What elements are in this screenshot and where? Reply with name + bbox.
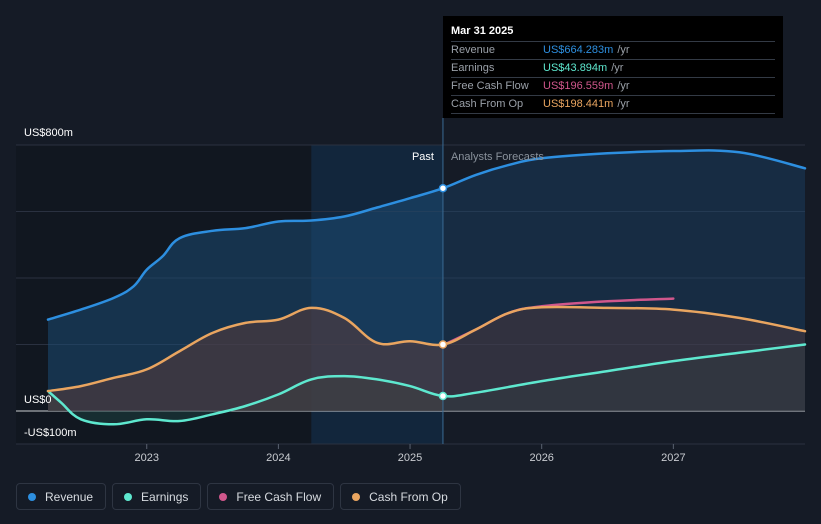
legend-item-cash-from-op[interactable]: Cash From Op — [340, 483, 461, 510]
area-cash-from-op-past — [48, 307, 443, 411]
tooltip-label: Earnings — [451, 62, 495, 74]
tooltip-row-cash-from-op: Cash From Op US$198.441m /yr — [451, 96, 775, 114]
tooltip-unit: /yr — [617, 44, 630, 56]
legend-dot-icon — [28, 492, 36, 501]
series-areas — [48, 150, 805, 425]
tooltip-unit: /yr — [611, 62, 624, 74]
area-revenue-forecast — [442, 150, 805, 411]
x-axis-ticks: 2023 2024 2025 2026 2027 — [134, 444, 686, 464]
chart-legend: Revenue Earnings Free Cash Flow Cash Fro… — [16, 483, 461, 510]
area-earnings-forecast — [442, 344, 805, 411]
tooltip-label: Cash From Op — [451, 98, 524, 110]
marker-cash-from-op — [438, 340, 448, 349]
x-tick-label: 2026 — [529, 452, 553, 464]
legend-label: Free Cash Flow — [236, 489, 322, 504]
legend-label: Cash From Op — [369, 489, 448, 504]
area-cash-from-op-forecast — [442, 306, 805, 411]
x-tick-label: 2023 — [134, 452, 158, 464]
tooltip-unit: /yr — [617, 98, 630, 110]
legend-item-earnings[interactable]: Earnings — [112, 483, 202, 510]
legend-label: Earnings — [141, 489, 189, 504]
x-tick-label: 2025 — [398, 452, 422, 464]
tooltip-row-free-cash-flow: Free Cash Flow US$196.559m /yr — [451, 78, 775, 96]
legend-dot-icon — [124, 492, 133, 501]
x-tick-label: 2027 — [661, 452, 685, 464]
tooltip-value-earnings: US$43.894m — [543, 62, 608, 74]
legend-label: Revenue — [45, 489, 94, 504]
tooltip-date: Mar 31 2025 — [451, 24, 775, 42]
tooltip-value-free-cash-flow: US$196.559m — [543, 80, 614, 92]
marker-earnings — [438, 391, 448, 401]
x-tick-label: 2024 — [266, 452, 290, 464]
tooltip-row-revenue: Revenue US$664.283m /yr — [451, 42, 775, 60]
legend-item-revenue[interactable]: Revenue — [16, 483, 107, 510]
y-axis-top-label: US$800m — [24, 127, 73, 139]
tooltip-unit: /yr — [617, 80, 630, 92]
past-label: Past — [412, 151, 434, 163]
legend-dot-icon — [219, 492, 228, 501]
tooltip-row-earnings: Earnings US$43.894m /yr — [451, 60, 775, 78]
legend-dot-icon — [352, 492, 361, 501]
legend-item-free-cash-flow[interactable]: Free Cash Flow — [207, 483, 335, 510]
tooltip-label: Free Cash Flow — [451, 80, 529, 92]
marker-revenue — [438, 183, 448, 193]
tooltip-value-revenue: US$664.283m — [543, 44, 614, 56]
y-axis-zero-label: US$0 — [24, 394, 52, 406]
forecast-label: Analysts Forecasts — [451, 151, 544, 163]
series-lines — [46, 149, 807, 426]
hover-tooltip: Mar 31 2025 Revenue US$664.283m /yr Earn… — [443, 16, 783, 118]
y-axis-bottom-label: -US$100m — [24, 427, 77, 439]
line-earnings — [46, 343, 807, 426]
line-cash-from-op — [46, 305, 807, 393]
series-markers — [438, 183, 448, 401]
tooltip-label: Revenue — [451, 44, 496, 56]
tooltip-value-cash-from-op: US$198.441m — [543, 98, 614, 110]
line-revenue — [46, 149, 807, 321]
